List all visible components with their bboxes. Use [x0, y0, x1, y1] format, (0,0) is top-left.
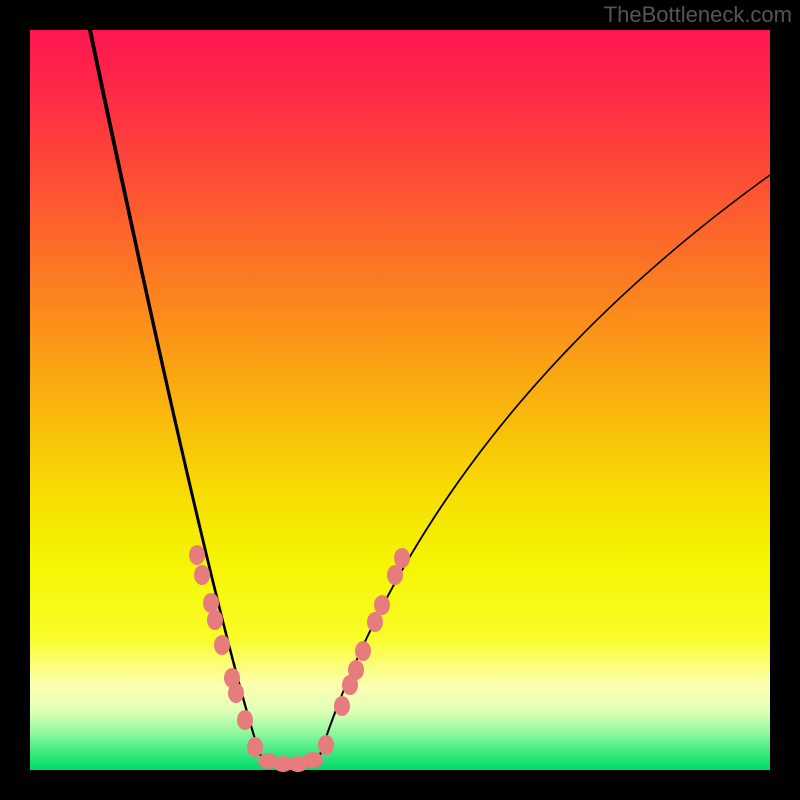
- bead-marker: [303, 752, 323, 768]
- bead-marker: [355, 641, 371, 661]
- watermark-text: TheBottleneck.com: [604, 2, 792, 28]
- bead-marker: [237, 710, 253, 730]
- bead-marker: [367, 612, 383, 632]
- bead-marker: [189, 545, 205, 565]
- bead-marker: [374, 595, 390, 615]
- bead-marker: [318, 735, 334, 755]
- bottleneck-chart: [0, 0, 800, 800]
- chart-container: TheBottleneck.com: [0, 0, 800, 800]
- bead-marker: [194, 565, 210, 585]
- bead-marker: [247, 737, 263, 757]
- bead-marker: [394, 548, 410, 568]
- bead-marker: [387, 565, 403, 585]
- bead-marker: [334, 696, 350, 716]
- bead-marker: [207, 610, 223, 630]
- plot-background: [30, 30, 770, 770]
- bead-marker: [214, 635, 230, 655]
- bead-marker: [228, 683, 244, 703]
- bead-marker: [203, 593, 219, 613]
- bead-marker: [348, 660, 364, 680]
